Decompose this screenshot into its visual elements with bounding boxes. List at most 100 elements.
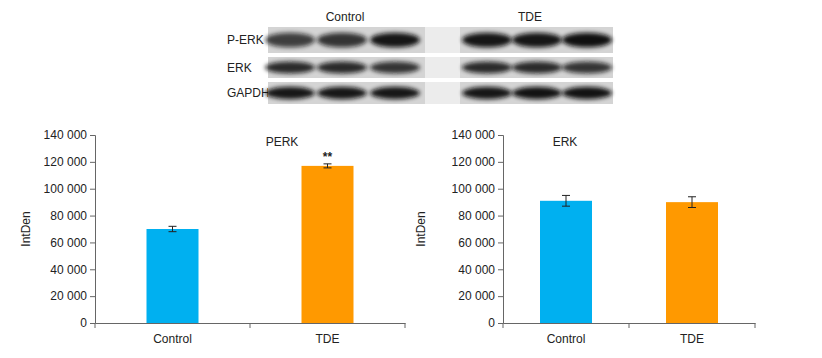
blot-row-label: P-ERK [227,33,264,47]
blot-band [370,33,420,48]
y-tick-label: 80 000 [50,209,87,223]
blot-band [265,33,315,48]
error-bar [169,226,177,231]
error-bar [324,164,332,168]
x-category-divider [250,323,251,328]
blot-band [512,87,562,99]
blot-band [462,87,512,99]
x-category-divider [755,323,756,328]
y-tick-mark [498,216,503,217]
y-tick-mark [498,162,503,163]
western-blot: ControlTDEP-ERKERKGAPDH [227,10,613,104]
blot-gap [425,57,460,78]
annotation: ** [323,150,333,164]
y-tick: 140 000 [44,128,95,142]
y-tick-label: 100 000 [452,182,496,196]
x-tick-label: TDE [680,332,704,346]
chart-title: PERK [266,135,299,149]
blot-gap [425,82,460,104]
y-tick: 120 000 [44,155,95,169]
y-tick-label: 0 [80,316,87,330]
y-tick-mark [90,269,95,270]
y-tick-mark [498,242,503,243]
y-axis-title: IntDen [414,211,428,246]
blot-band [370,62,420,74]
y-tick-label: 60 000 [458,236,495,250]
error-bar-cap [688,196,696,197]
plot-area [540,195,718,323]
y-tick-mark [90,162,95,163]
y-tick-label: 140 000 [452,128,496,142]
blot-band [512,33,562,48]
error-bar-cap [562,206,570,207]
y-tick-label: 80 000 [458,209,495,223]
blot-row-label: ERK [227,61,252,75]
error-bar-stem [172,226,173,231]
y-tick-mark [90,216,95,217]
blot-band [265,87,315,99]
x-axis: Control TDE [504,324,756,346]
x-tick-label: Control [547,332,586,346]
y-axis-line [498,136,504,324]
y-tick-mark [498,269,503,270]
chart-title: ERK [553,135,578,149]
y-tick-label: 0 [488,316,495,330]
x-category-divider [95,323,96,328]
y-tick-label: 140 000 [44,128,88,142]
y-tick-label: 100 000 [44,182,88,196]
y-tick-mark [498,135,503,136]
y-tick: 60 000 [458,236,503,250]
blot-band [562,33,612,48]
bar [666,202,718,323]
x-tick-label: TDE [316,332,340,346]
bar-chart: 0 20 000 40 000 60 000 80 000 100 000 120 000 1… [19,128,406,345]
bar-chart: 020 00040 00060 00080 000100 000120 0001… [414,128,756,345]
y-tick: 20 000 [458,289,503,303]
error-bar-cap [562,195,570,196]
y-tick-mark [90,242,95,243]
y-tick: 120 000 [452,155,503,169]
error-bar-stem [692,197,693,208]
blot-band [462,62,512,74]
y-tick-mark [498,189,503,190]
x-tick: TDE [680,332,704,346]
x-axis: ControlTDE [96,324,406,346]
y-tick-mark [90,323,95,324]
y-tick: 80 000 [458,209,503,223]
x-category-divider [503,323,504,328]
y-tick-mark [90,135,95,136]
y-tick: 0 [488,316,503,330]
y-tick-mark [90,189,95,190]
blot-band [317,33,367,48]
y-tick-mark [498,323,503,324]
blot-band [265,62,315,74]
blot-band [317,87,367,99]
error-bar-cap [169,231,177,232]
error-bar-cap [688,207,696,208]
blot-row-label: GAPDH [227,86,270,100]
y-tick-mark [90,296,95,297]
y-tick: 100 000 [452,182,503,196]
y-tick-label: 40 000 [50,263,87,277]
y-tick: 20 000 [50,289,95,303]
error-bar [688,197,696,208]
error-bar-cap [324,167,332,168]
blot-strip [268,57,613,78]
x-tick: Control [547,332,586,346]
x-category-divider [629,323,630,328]
blot-group-label: TDE [518,10,542,24]
y-tick-label: 20 000 [50,289,87,303]
y-tick: 140 000 [452,128,503,142]
blot-band [370,87,420,99]
y-tick-label: 120 000 [44,155,88,169]
error-bar [562,195,570,206]
error-bar-stem [566,195,567,206]
blot-strip [268,82,613,104]
y-tick: 0 [80,316,95,330]
error-bar-stem [327,164,328,168]
blot-strip [268,27,613,53]
blot-band [562,62,612,74]
bar [302,166,354,323]
bar [540,201,592,323]
y-tick-label: 60 000 [50,236,87,250]
